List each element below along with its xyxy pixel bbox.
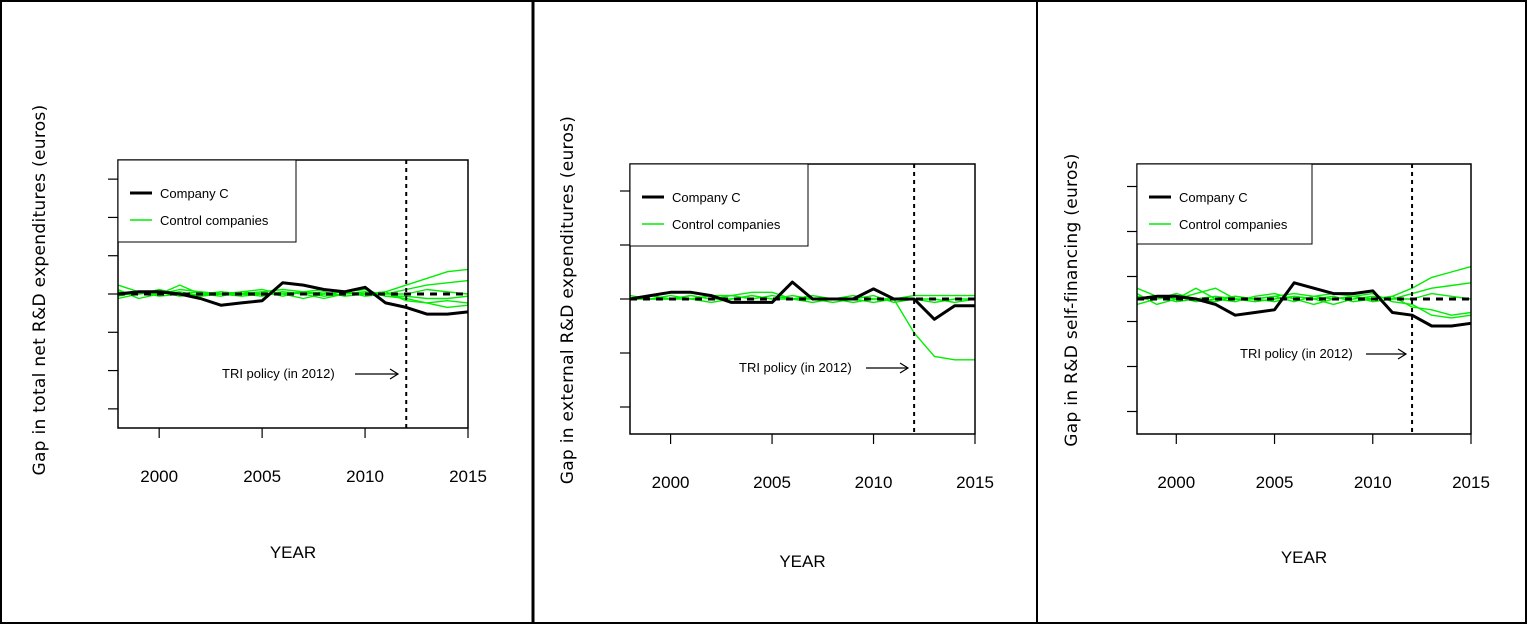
control-series-line-1	[117, 284, 469, 304]
series-line-company-c	[1136, 281, 1472, 328]
legend-label-company-c: Company C	[160, 186, 229, 201]
x-axis-label: YEAR	[779, 552, 825, 571]
x-tick-label: 2015	[449, 467, 487, 486]
arrowhead-icon	[899, 362, 910, 374]
legend-label-control-companies: Control companies	[672, 217, 781, 232]
legend-label-company-c: Company C	[1179, 190, 1248, 205]
x-tick-label: 2000	[140, 467, 178, 486]
chart-panel-1: 2000 2005 2010 2015 YEAR Gap in total ne…	[30, 104, 487, 562]
x-axis-label: YEAR	[1281, 548, 1327, 567]
y-axis-label: Gap in total net R&D expenditures (euros…	[30, 104, 50, 475]
x-tick-label: 2005	[243, 467, 281, 486]
arrowhead-icon	[389, 368, 400, 380]
policy-annotation-text: TRI policy (in 2012)	[222, 366, 335, 381]
y-axis-ticks	[620, 190, 630, 408]
x-tick-label: 2010	[346, 467, 384, 486]
policy-annotation: TRI policy (in 2012)	[222, 366, 400, 381]
legend: Company C Control companies	[1136, 163, 1313, 245]
series-line-control-companies	[630, 291, 975, 361]
x-tick-label: 2005	[753, 473, 791, 492]
y-axis-ticks	[108, 178, 118, 410]
x-tick-label: 2000	[652, 473, 690, 492]
y-axis-label: Gap in R&D self-financing (euros)	[1062, 153, 1082, 446]
x-tick-label: 2010	[1354, 473, 1392, 492]
series-line-control-companies	[1136, 265, 1472, 300]
legend-label-company-c: Company C	[672, 190, 741, 205]
x-tick-label: 2000	[1157, 473, 1195, 492]
legend-box	[117, 159, 297, 243]
y-axis-label: Gap in external R&D expenditures (euros)	[558, 116, 578, 485]
series-layer	[117, 268, 469, 316]
x-tick-label: 2015	[1452, 473, 1490, 492]
policy-annotation-text: TRI policy (in 2012)	[1240, 346, 1353, 361]
policy-annotation: TRI policy (in 2012)	[1240, 346, 1408, 361]
chart-panel-3: 2000 2005 2010 2015 YEAR Gap in R&D self…	[1062, 153, 1490, 567]
policy-annotation-text: TRI policy (in 2012)	[739, 360, 852, 375]
x-tick-label: 2005	[1256, 473, 1294, 492]
x-tick-label: 2010	[855, 473, 893, 492]
x-axis-ticks	[158, 428, 469, 438]
legend-box	[1136, 163, 1313, 245]
x-axis-ticks	[669, 434, 976, 444]
legend-box	[629, 163, 809, 247]
policy-annotation: TRI policy (in 2012)	[739, 360, 910, 375]
x-axis-ticks	[1175, 434, 1472, 444]
chart-panel-2: 2000 2005 2010 2015 YEAR Gap in external…	[558, 116, 994, 571]
control-series-line-1	[1136, 287, 1472, 319]
x-tick-label: 2015	[956, 473, 994, 492]
series-line-control-companies	[117, 268, 469, 295]
series-line-company-c	[629, 280, 975, 321]
x-axis-label: YEAR	[270, 543, 316, 562]
legend: Company C Control companies	[629, 163, 809, 247]
y-axis-ticks	[1127, 185, 1137, 413]
series-layer	[1136, 265, 1472, 328]
legend-label-control-companies: Control companies	[160, 213, 269, 228]
legend-label-control-companies: Control companies	[1179, 217, 1288, 232]
series-layer	[629, 280, 976, 361]
legend: Company C Control companies	[117, 159, 297, 243]
arrowhead-icon	[1397, 348, 1408, 360]
